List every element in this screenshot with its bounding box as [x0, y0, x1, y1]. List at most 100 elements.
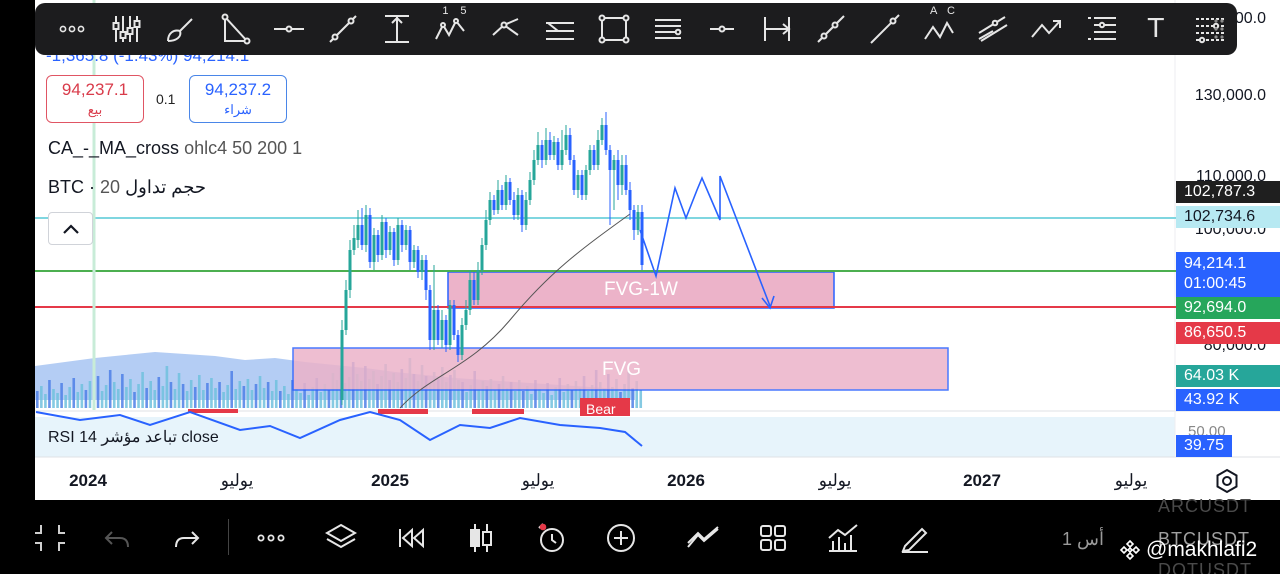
volume-bar: [129, 379, 132, 408]
volume-bar: [376, 384, 379, 408]
volume-bar: [185, 391, 189, 408]
arrow-tool-button[interactable]: [1020, 3, 1074, 55]
volume-bar: [52, 389, 55, 408]
candle-body: [584, 170, 588, 195]
current-price-label: 94,214.1 01:00:45: [1176, 252, 1280, 298]
drawing-button[interactable]: [895, 518, 935, 558]
drag-handle-icon[interactable]: [1213, 17, 1225, 41]
abcd-pattern-tool-button[interactable]: A C: [912, 3, 966, 55]
volume-bar: [173, 389, 177, 408]
extended-line-tool-button[interactable]: [858, 3, 912, 55]
buy-label: شراء: [224, 102, 252, 117]
interval-label[interactable]: 1 أس: [1062, 529, 1104, 549]
volume-bar: [509, 382, 513, 408]
moving-average-line: [399, 213, 631, 409]
volume-bar: [546, 383, 549, 408]
alert-button[interactable]: [531, 518, 571, 558]
volume-bar: [461, 382, 464, 408]
trend-line-tool-button[interactable]: [316, 3, 370, 55]
indicator-legend[interactable]: CA_-_MA_cross ohlc4 50 200 1: [48, 138, 302, 159]
volume-bar: [137, 384, 140, 408]
price-tick: 110,000.0: [1196, 168, 1266, 185]
settings-icon[interactable]: [1214, 468, 1240, 494]
text-tool-button[interactable]: T: [1129, 3, 1183, 55]
more-button[interactable]: [251, 518, 291, 558]
candle-body: [344, 290, 348, 330]
buy-button[interactable]: 94,237.2 شراء: [189, 75, 287, 123]
brush-tool-button[interactable]: [153, 3, 207, 55]
chart-type-button[interactable]: [461, 518, 501, 558]
volume-bar: [493, 390, 497, 408]
candle-body: [532, 160, 536, 180]
angle-tool-button[interactable]: [208, 3, 262, 55]
layers-button[interactable]: [321, 518, 361, 558]
compare-button[interactable]: [683, 518, 723, 558]
volume-bar: [133, 392, 136, 408]
line-price-label: 102,734.6: [1176, 206, 1280, 228]
collapse-legend-button[interactable]: [48, 212, 93, 245]
undo-button[interactable]: [97, 518, 137, 558]
sell-button[interactable]: 94,237.1 بيع: [46, 75, 144, 123]
candle-body: [600, 125, 604, 140]
redo-button[interactable]: [167, 518, 207, 558]
brush-icon: [167, 18, 194, 42]
ray-tool-button[interactable]: [804, 3, 858, 55]
horizontal-line-tool-button[interactable]: [262, 3, 316, 55]
more-tools-button[interactable]: [45, 3, 99, 55]
candle-body: [536, 145, 540, 160]
volume-bar: [161, 386, 165, 408]
volume-bar: [108, 370, 112, 408]
layout-button[interactable]: [753, 518, 793, 558]
date-range-tool-button[interactable]: [749, 3, 803, 55]
volume-bar: [623, 384, 626, 408]
chart-area[interactable]: [35, 0, 1280, 500]
candle-body: [440, 320, 444, 340]
candle-body: [408, 230, 412, 262]
volume-bar: [631, 388, 634, 408]
candle-body: [616, 160, 620, 185]
elliott-wave-tool-button[interactable]: 1 5: [424, 3, 478, 55]
candle-body: [452, 305, 456, 335]
pitchfork-tool-button[interactable]: [966, 3, 1020, 55]
volume-legend[interactable]: BTC · حجم تداول 20: [48, 177, 206, 198]
price-range-tool-button[interactable]: [370, 3, 424, 55]
fvg-1w-label: FVG-1W: [604, 279, 678, 300]
fullscreen-button[interactable]: [30, 518, 70, 558]
candle-body: [364, 215, 368, 245]
parallel-channel-tool-button[interactable]: [533, 3, 587, 55]
candle-body: [540, 145, 544, 160]
horizontal-ray-tool-button[interactable]: [695, 3, 749, 55]
path-tool-button[interactable]: [479, 3, 533, 55]
rectangle-tool-button[interactable]: [587, 3, 641, 55]
volume-bar: [530, 394, 533, 408]
layers-icon: [324, 523, 358, 549]
volume-bar: [347, 377, 351, 408]
add-button[interactable]: [601, 518, 641, 558]
candle-body: [528, 180, 532, 200]
volume-bar: [72, 378, 76, 408]
text-notes-tool-button[interactable]: [641, 3, 695, 55]
volume-bar: [550, 395, 553, 408]
fib-tool-button[interactable]: [1075, 3, 1129, 55]
arrow-icon: [1031, 20, 1062, 38]
bear-label: Bear: [586, 401, 616, 417]
volume-bar: [542, 393, 545, 408]
candle-body: [368, 215, 372, 262]
volume-bar: [445, 382, 448, 408]
price-chart[interactable]: [35, 0, 1280, 500]
volume-bar: [501, 376, 505, 408]
replay-button[interactable]: [391, 518, 431, 558]
candle-body: [356, 225, 360, 240]
volume-bar: [270, 391, 274, 408]
indicators-button[interactable]: [823, 518, 863, 558]
indicators-tool-button[interactable]: [99, 3, 153, 55]
volume-bar: [295, 389, 298, 408]
fib-timezone-tool-button[interactable]: [1183, 3, 1237, 55]
candle-body: [524, 200, 528, 225]
volume-bar: [526, 386, 529, 408]
volume-bar: [84, 390, 88, 408]
candle-body: [372, 235, 376, 262]
rsi-legend[interactable]: RSI تباعد مؤشر 14 close: [48, 429, 219, 446]
bar-countdown: 01:00:45: [1184, 275, 1247, 292]
abcd-label-a: A: [930, 5, 938, 17]
